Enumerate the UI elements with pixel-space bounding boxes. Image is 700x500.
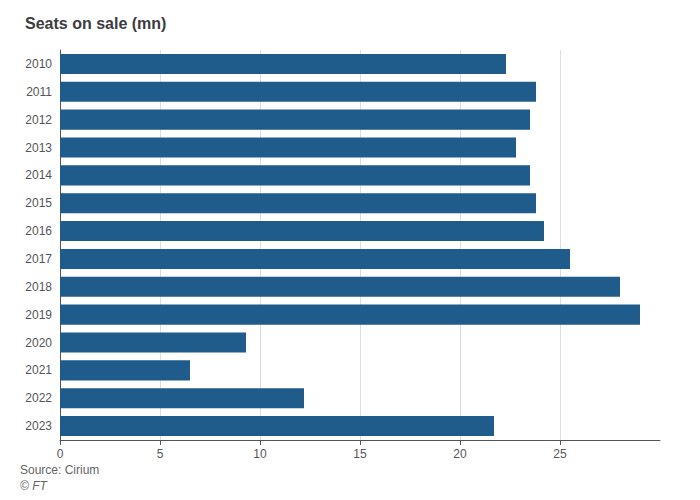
svg-text:2012: 2012: [25, 113, 52, 127]
svg-text:2023: 2023: [25, 419, 52, 433]
svg-text:2011: 2011: [26, 85, 52, 99]
svg-text:2013: 2013: [25, 141, 52, 155]
svg-text:© FT: © FT: [20, 479, 49, 493]
svg-text:2015: 2015: [25, 196, 52, 210]
svg-text:2020: 2020: [25, 336, 52, 350]
svg-text:Seats on sale (mn): Seats on sale (mn): [25, 15, 166, 32]
svg-text:2017: 2017: [25, 252, 52, 266]
svg-text:5: 5: [157, 447, 164, 461]
svg-text:2022: 2022: [25, 391, 52, 405]
svg-text:2010: 2010: [25, 57, 52, 71]
svg-text:2018: 2018: [25, 280, 52, 294]
svg-text:15: 15: [353, 447, 367, 461]
svg-text:10: 10: [253, 447, 267, 461]
svg-text:Source: Cirium: Source: Cirium: [20, 463, 99, 477]
svg-text:2019: 2019: [25, 308, 52, 322]
svg-text:2021: 2021: [25, 363, 52, 377]
svg-text:25: 25: [553, 447, 567, 461]
svg-text:0: 0: [57, 447, 64, 461]
svg-text:2016: 2016: [25, 224, 52, 238]
svg-text:2014: 2014: [25, 168, 52, 182]
svg-text:20: 20: [453, 447, 467, 461]
